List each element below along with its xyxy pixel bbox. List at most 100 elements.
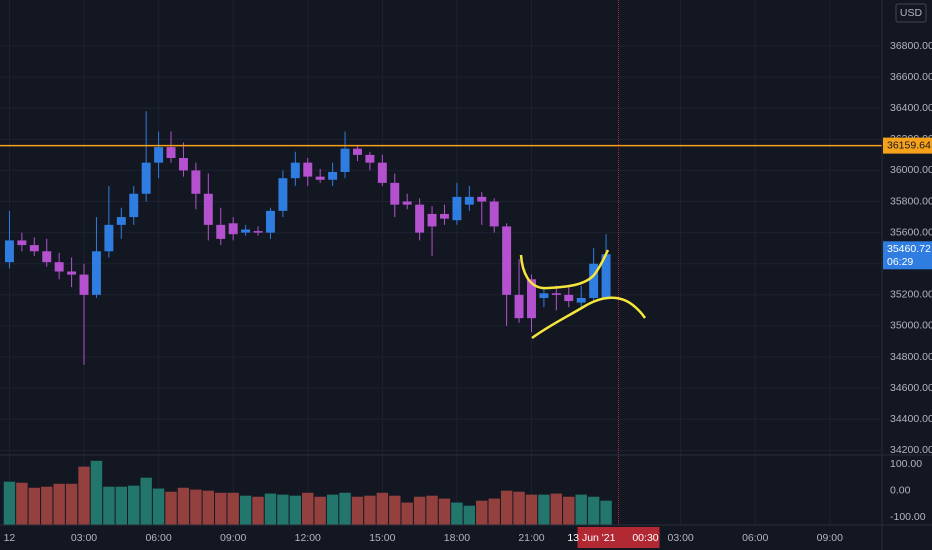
candle-body: [352, 148, 362, 155]
volume-bar: [202, 490, 215, 525]
volume-tick-label: 0.00: [890, 484, 911, 496]
y-tick-label: 34400.00: [890, 413, 932, 425]
volume-bar: [53, 483, 65, 525]
candle-body: [527, 279, 536, 319]
candle-body: [241, 229, 251, 233]
candle-body: [166, 147, 176, 158]
y-tick-label: 35600.00: [890, 226, 932, 238]
volume-bar: [376, 492, 389, 525]
candle-body: [340, 148, 350, 172]
crosshair-date: 13 Jun '21: [567, 532, 615, 544]
x-tick-label: 12:00: [295, 532, 321, 544]
candle-body: [4, 240, 14, 263]
x-tick-label: 15:00: [369, 532, 395, 544]
y-tick-label: 35000.00: [890, 320, 932, 332]
candle-body: [104, 224, 114, 252]
x-tick-label: 21:00: [518, 532, 544, 544]
volume-bar: [451, 502, 463, 525]
volume-bar: [302, 492, 314, 525]
candle-body: [154, 147, 164, 163]
volume-bar: [78, 466, 90, 525]
y-tick-label: 35800.00: [890, 195, 932, 207]
axes: 34200.00 34400.00 34600.00 34800.00 35000.00…: [4, 40, 932, 548]
candle-body: [67, 271, 77, 275]
volume-bar: [115, 486, 128, 525]
volume-bar: [28, 487, 41, 525]
crosshair-time: 00:30: [632, 532, 658, 544]
volume-bar: [215, 492, 227, 525]
volume-bar: [65, 483, 78, 525]
candle-body: [54, 262, 64, 272]
candle-body: [228, 223, 238, 235]
volume-bar: [128, 485, 140, 525]
volume-bar: [587, 496, 600, 525]
candle-body: [564, 294, 574, 302]
candle-body: [402, 201, 412, 205]
y-tick-label: 36400.00: [890, 102, 932, 114]
candle-body: [42, 251, 52, 263]
last-price-box: [883, 241, 932, 270]
volume-bar: [550, 493, 563, 525]
candle-body: [477, 196, 487, 202]
candle-body: [514, 294, 524, 319]
volume-bar: [413, 496, 426, 525]
candle-body: [390, 182, 400, 205]
y-tick-label: 36000.00: [890, 164, 932, 176]
volume-bar: [488, 498, 500, 525]
volume-bar: [277, 494, 289, 525]
volume-bar: [90, 460, 103, 525]
volume-bar: [264, 493, 277, 525]
candle-body: [365, 154, 375, 163]
candle-body: [303, 162, 313, 177]
volume-bar: [190, 489, 202, 525]
drawn-curve: [519, 249, 610, 290]
volume-bar: [563, 496, 575, 525]
candle-body: [377, 162, 387, 183]
volume-bar: [389, 495, 401, 525]
volume-bar: [152, 488, 165, 525]
volume-bar: [326, 494, 339, 525]
x-tick-label: 06:00: [145, 532, 171, 544]
volume-bar: [339, 492, 351, 525]
countdown: 06:29: [887, 256, 913, 268]
price-line-label-box: [883, 137, 932, 154]
volume-bar: [401, 502, 413, 525]
volume-bar: [177, 487, 190, 525]
volume-bar: [463, 505, 476, 525]
x-tick-label: 09:00: [817, 532, 843, 544]
crosshair-label-box: [577, 527, 660, 548]
y-tick-label: 36800.00: [890, 40, 932, 52]
volume-bar: [500, 490, 513, 525]
volume-bar: [538, 494, 550, 525]
candle-body: [178, 157, 188, 171]
volume-tick-label: -100.00: [890, 511, 926, 523]
volume-bar: [575, 494, 587, 525]
price-line-label: 36159.64: [887, 139, 931, 151]
volume-bar: [364, 495, 376, 525]
y-tick-label: 35200.00: [890, 289, 932, 301]
candle-body: [216, 224, 226, 239]
last-price: 35460.72: [887, 243, 931, 255]
candle-body: [464, 196, 474, 205]
volume-bar: [239, 495, 252, 525]
candle-body: [489, 201, 499, 227]
volume-bar: [3, 481, 16, 525]
currency-box[interactable]: [895, 3, 927, 23]
x-tick-label: 12: [4, 532, 16, 544]
candle-body: [141, 162, 151, 194]
volume-bar: [16, 482, 28, 525]
candle-body: [79, 274, 89, 295]
candle-body: [29, 245, 39, 252]
candle-body: [576, 297, 586, 303]
candle-body: [290, 162, 300, 179]
candle-body: [452, 196, 462, 221]
volume-bar: [351, 496, 364, 525]
candle-body: [116, 217, 126, 225]
volume-bar: [165, 491, 177, 525]
grid: [0, 0, 882, 525]
volume-tick-label: 100.00: [890, 458, 922, 470]
candle-body: [415, 204, 425, 233]
